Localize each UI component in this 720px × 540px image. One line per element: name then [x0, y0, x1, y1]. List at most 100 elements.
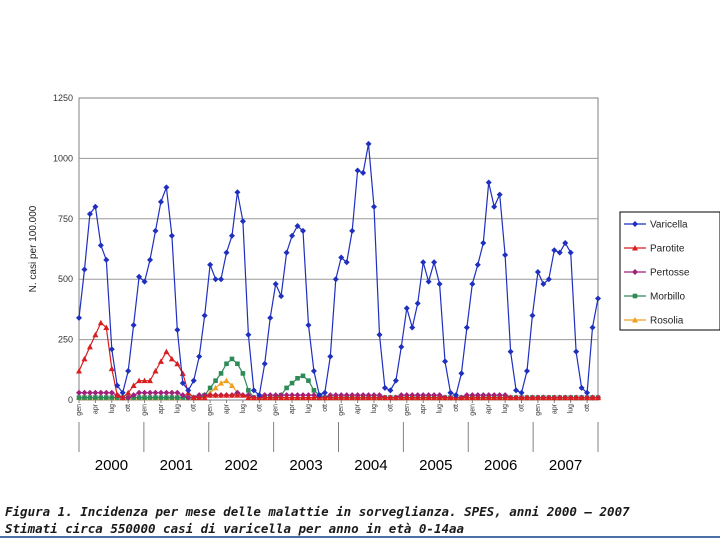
month-tick-label: ott	[584, 404, 591, 412]
data-point-varicella	[272, 281, 279, 288]
data-point-parotite	[474, 394, 481, 401]
month-tick-label: gen	[273, 404, 280, 416]
data-point-parotite	[463, 394, 470, 401]
year-label: 2007	[549, 457, 582, 474]
data-point-varicella	[299, 227, 306, 234]
data-point-parotite	[381, 394, 388, 401]
data-point-parotite	[174, 360, 181, 367]
data-point-varicella	[491, 203, 498, 210]
data-point-parotite	[480, 394, 487, 401]
month-tick-label: lug	[502, 404, 509, 413]
data-point-varicella	[289, 232, 296, 239]
data-point-parotite	[310, 394, 317, 401]
data-point-varicella	[436, 281, 443, 288]
data-point-parotite	[283, 394, 290, 401]
data-point-parotite	[387, 394, 394, 401]
data-point-pertosse	[152, 389, 159, 396]
data-point-varicella	[190, 377, 197, 384]
data-point-parotite	[119, 394, 126, 401]
data-point-varicella	[551, 247, 558, 254]
data-point-morbillo	[87, 395, 93, 400]
data-point-varicella	[152, 227, 159, 234]
data-point-varicella	[76, 314, 82, 321]
data-point-morbillo	[136, 395, 142, 400]
data-point-varicella	[261, 360, 268, 367]
data-point-varicella	[278, 293, 285, 300]
data-point-parotite	[86, 343, 93, 350]
data-point-parotite	[545, 394, 552, 401]
data-point-morbillo	[246, 388, 251, 393]
bottom-rule	[0, 536, 720, 538]
data-point-parotite	[371, 394, 378, 401]
data-point-parotite	[81, 355, 88, 362]
data-point-pertosse	[76, 389, 82, 396]
data-point-parotite	[485, 394, 492, 401]
data-point-pertosse	[125, 394, 132, 401]
data-point-varicella	[267, 314, 274, 321]
data-point-morbillo	[153, 395, 158, 400]
data-point-varicella	[578, 384, 585, 391]
series-varicella	[76, 140, 601, 399]
data-point-varicella	[442, 358, 449, 365]
data-point-morbillo	[164, 395, 169, 400]
data-point-varicella	[556, 249, 563, 256]
data-point-varicella	[507, 348, 514, 355]
data-point-varicella	[332, 276, 339, 283]
data-point-varicella	[250, 387, 257, 394]
data-point-parotite	[332, 394, 339, 401]
data-point-varicella	[354, 167, 361, 174]
data-point-varicella	[179, 380, 186, 387]
data-point-parotite	[190, 394, 197, 401]
data-point-parotite	[278, 394, 285, 401]
data-point-parotite	[458, 394, 465, 401]
data-point-varicella	[283, 249, 290, 256]
data-point-pertosse	[141, 389, 148, 396]
data-point-pertosse	[157, 389, 164, 396]
data-point-rosolia	[223, 377, 230, 384]
gridlines	[79, 157, 598, 341]
data-point-varicella	[207, 261, 214, 268]
data-point-varicella	[376, 331, 383, 338]
data-point-parotite	[409, 394, 416, 401]
month-tick-label: lug	[437, 404, 444, 413]
data-point-parotite	[513, 394, 520, 401]
data-point-parotite	[207, 392, 214, 398]
data-point-varicella	[365, 140, 372, 147]
data-point-varicella	[387, 387, 394, 394]
data-point-rosolia	[212, 384, 219, 391]
data-point-varicella	[327, 353, 334, 360]
data-point-varicella	[534, 268, 541, 275]
series-line-varicella	[78, 143, 599, 397]
data-point-varicella	[343, 259, 350, 266]
data-point-morbillo	[147, 395, 153, 400]
data-point-morbillo	[213, 378, 218, 383]
data-point-varicella	[174, 326, 181, 333]
month-tick-label: apr	[92, 403, 99, 414]
data-point-parotite	[349, 394, 356, 401]
data-point-parotite	[562, 394, 569, 401]
data-point-parotite	[534, 394, 541, 401]
y-tick-label: 250	[58, 335, 73, 345]
data-point-parotite	[289, 394, 296, 401]
month-tick-label: apr	[289, 403, 296, 414]
data-point-morbillo	[295, 375, 300, 381]
data-point-pertosse	[130, 392, 137, 399]
data-point-morbillo	[93, 395, 98, 400]
month-tick-label: gen	[535, 404, 542, 416]
data-point-varicella	[338, 254, 345, 261]
data-point-morbillo	[142, 395, 147, 400]
data-point-parotite	[420, 394, 427, 401]
data-point-parotite	[163, 348, 170, 355]
month-tick-label: ott	[256, 404, 263, 412]
data-point-morbillo	[218, 371, 224, 376]
data-point-pertosse	[92, 389, 99, 396]
data-point-parotite	[294, 394, 301, 401]
data-point-varicella	[474, 261, 481, 268]
data-point-varicella	[201, 312, 208, 319]
data-point-varicella	[349, 227, 356, 234]
legend: Varicella Parotite Pertosse Morbillo Rosolia	[619, 211, 720, 331]
data-point-varicella	[114, 382, 121, 389]
series-parotite	[76, 319, 601, 401]
data-point-varicella	[196, 353, 203, 360]
data-point-parotite	[234, 392, 241, 398]
